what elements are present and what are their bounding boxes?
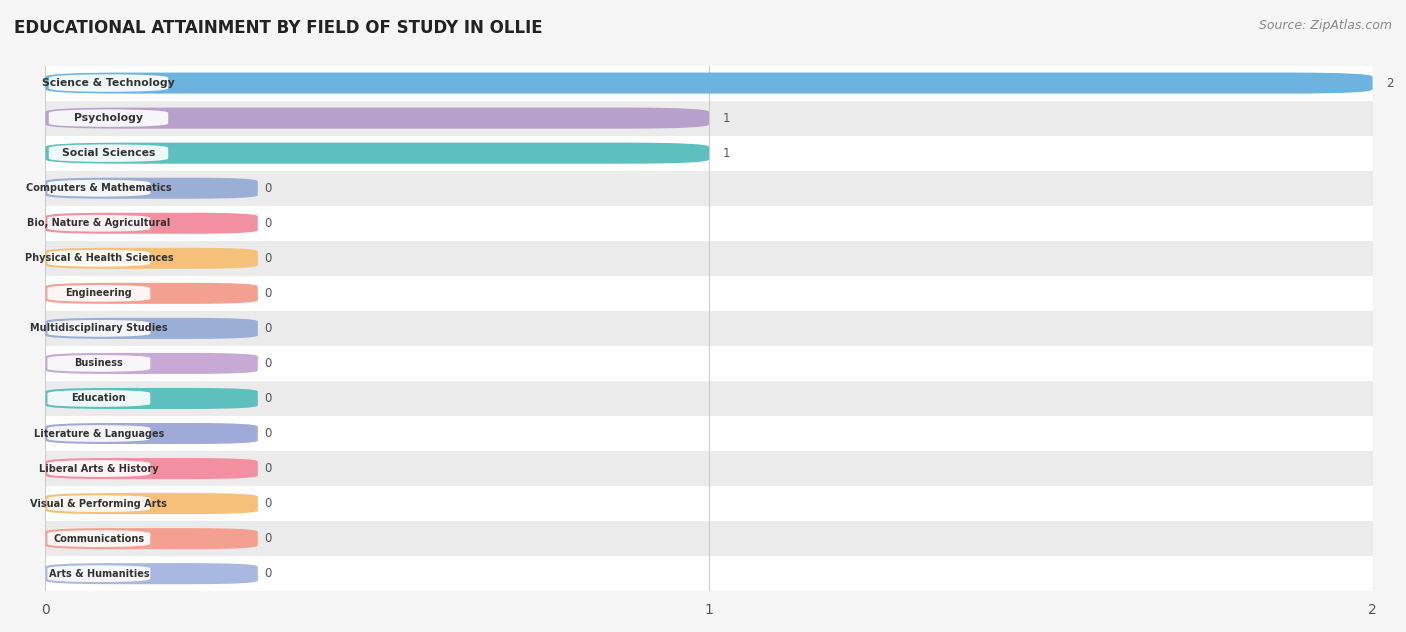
Text: 0: 0 <box>264 532 271 545</box>
FancyBboxPatch shape <box>48 565 150 582</box>
Bar <box>45 100 1372 136</box>
FancyBboxPatch shape <box>45 283 257 304</box>
FancyBboxPatch shape <box>48 425 150 442</box>
Text: 0: 0 <box>264 497 271 510</box>
FancyBboxPatch shape <box>45 73 1372 94</box>
FancyBboxPatch shape <box>49 109 169 127</box>
Bar <box>45 311 1372 346</box>
Text: Literature & Languages: Literature & Languages <box>34 428 165 439</box>
FancyBboxPatch shape <box>48 179 150 197</box>
FancyBboxPatch shape <box>45 563 257 584</box>
Text: Engineering: Engineering <box>66 288 132 298</box>
Bar <box>45 241 1372 276</box>
Text: Arts & Humanities: Arts & Humanities <box>49 569 149 579</box>
Text: Multidisciplinary Studies: Multidisciplinary Studies <box>30 324 167 333</box>
FancyBboxPatch shape <box>48 390 150 407</box>
FancyBboxPatch shape <box>45 248 257 269</box>
Text: Communications: Communications <box>53 533 145 544</box>
Bar <box>45 66 1372 100</box>
Text: Liberal Arts & History: Liberal Arts & History <box>39 463 159 473</box>
FancyBboxPatch shape <box>45 388 257 409</box>
FancyBboxPatch shape <box>48 215 150 232</box>
Text: 0: 0 <box>264 427 271 440</box>
Text: 0: 0 <box>264 252 271 265</box>
FancyBboxPatch shape <box>48 320 150 337</box>
FancyBboxPatch shape <box>48 250 150 267</box>
Bar <box>45 206 1372 241</box>
FancyBboxPatch shape <box>45 458 257 479</box>
Bar <box>45 171 1372 206</box>
FancyBboxPatch shape <box>48 285 150 301</box>
FancyBboxPatch shape <box>45 528 257 549</box>
Text: 0: 0 <box>264 567 271 580</box>
Text: 0: 0 <box>264 217 271 230</box>
FancyBboxPatch shape <box>45 143 709 164</box>
Text: 0: 0 <box>264 182 271 195</box>
Bar <box>45 346 1372 381</box>
Text: 0: 0 <box>264 357 271 370</box>
FancyBboxPatch shape <box>45 353 257 374</box>
Text: Visual & Performing Arts: Visual & Performing Arts <box>31 499 167 509</box>
Text: Education: Education <box>72 394 127 403</box>
FancyBboxPatch shape <box>45 178 257 198</box>
Text: Physical & Health Sciences: Physical & Health Sciences <box>24 253 173 264</box>
Bar <box>45 521 1372 556</box>
FancyBboxPatch shape <box>45 423 257 444</box>
Text: Business: Business <box>75 358 124 368</box>
Text: 0: 0 <box>264 392 271 405</box>
Bar <box>45 416 1372 451</box>
FancyBboxPatch shape <box>49 144 169 162</box>
Text: Science & Technology: Science & Technology <box>42 78 174 88</box>
FancyBboxPatch shape <box>45 493 257 514</box>
FancyBboxPatch shape <box>45 213 257 234</box>
Text: EDUCATIONAL ATTAINMENT BY FIELD OF STUDY IN OLLIE: EDUCATIONAL ATTAINMENT BY FIELD OF STUDY… <box>14 19 543 37</box>
Text: Bio, Nature & Agricultural: Bio, Nature & Agricultural <box>27 218 170 228</box>
FancyBboxPatch shape <box>48 495 150 512</box>
FancyBboxPatch shape <box>49 75 169 92</box>
Text: Social Sciences: Social Sciences <box>62 148 155 158</box>
Text: 2: 2 <box>1386 76 1393 90</box>
FancyBboxPatch shape <box>48 460 150 477</box>
Bar <box>45 136 1372 171</box>
FancyBboxPatch shape <box>48 530 150 547</box>
Text: Source: ZipAtlas.com: Source: ZipAtlas.com <box>1258 19 1392 32</box>
FancyBboxPatch shape <box>45 107 709 129</box>
Text: Computers & Mathematics: Computers & Mathematics <box>27 183 172 193</box>
Bar <box>45 451 1372 486</box>
Text: 0: 0 <box>264 462 271 475</box>
Text: 1: 1 <box>723 147 730 160</box>
FancyBboxPatch shape <box>48 355 150 372</box>
Text: 0: 0 <box>264 287 271 300</box>
Bar <box>45 556 1372 591</box>
FancyBboxPatch shape <box>45 318 257 339</box>
Text: 1: 1 <box>723 112 730 125</box>
Text: 0: 0 <box>264 322 271 335</box>
Bar <box>45 276 1372 311</box>
Bar <box>45 486 1372 521</box>
Bar <box>45 381 1372 416</box>
Text: Psychology: Psychology <box>75 113 143 123</box>
